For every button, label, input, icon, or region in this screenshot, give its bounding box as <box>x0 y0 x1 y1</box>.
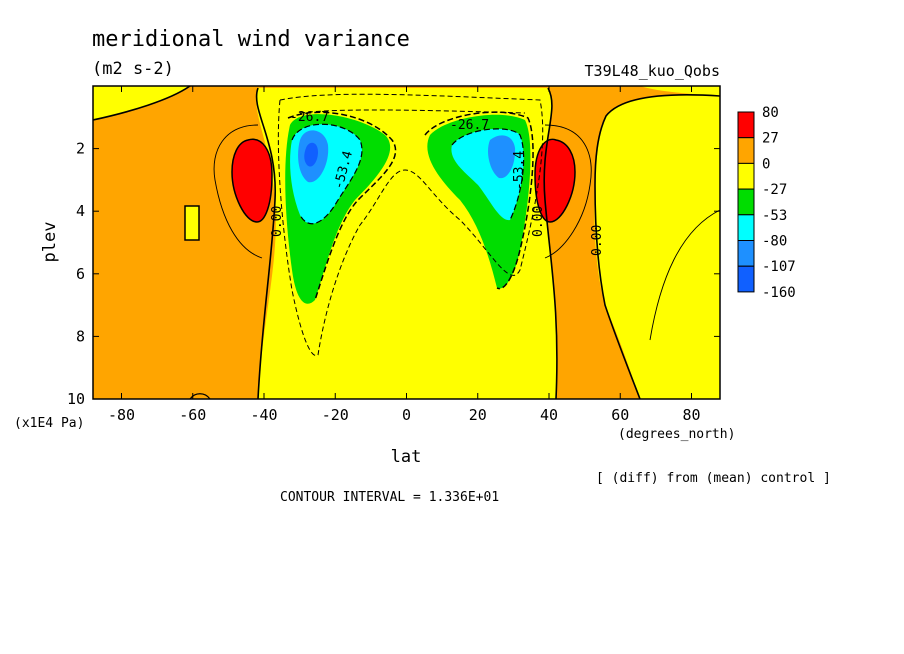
contour-dashed-outer <box>277 93 544 356</box>
run-label: T39L48_kuo_Qobs <box>585 62 720 80</box>
x-tick-label: -80 <box>108 406 135 424</box>
contour-label: 0.00 <box>531 206 546 237</box>
darkblue-left-core <box>304 142 318 167</box>
y-axis-units: (x1E4 Pa) <box>14 416 84 431</box>
x-tick-label: 80 <box>682 406 700 424</box>
contour-thin-far-right <box>649 209 720 341</box>
yellow-small-patch <box>184 205 200 241</box>
x-tick-label: -20 <box>322 406 349 424</box>
y-tick-label: 2 <box>76 140 85 158</box>
contour-label: 0.00 <box>270 206 285 237</box>
legend-swatch <box>737 214 755 242</box>
y-tick-label: 8 <box>76 327 85 345</box>
x-tick-label: 0 <box>402 406 411 424</box>
red-left-max <box>231 138 273 223</box>
legend-label: -160 <box>762 285 796 301</box>
blue-right-core <box>488 135 516 179</box>
contour-bottom-left <box>189 393 211 399</box>
x-tick-label: 40 <box>540 406 558 424</box>
legend-swatch <box>737 162 755 190</box>
yellow-top-left-patch <box>93 86 190 120</box>
legend-label: -27 <box>762 182 787 198</box>
x-tick-label: 20 <box>469 406 487 424</box>
x-axis-units: (degrees_north) <box>618 427 735 442</box>
plot-area <box>93 86 720 399</box>
contour-zero-right <box>543 87 558 399</box>
contour-zero-left <box>255 87 276 399</box>
y-axis: 2 4 6 8 10 <box>67 140 720 408</box>
contour-minus-53-right <box>451 128 525 221</box>
legend-swatch <box>737 265 755 293</box>
contour-minus-26-left <box>287 111 397 301</box>
legend-swatch <box>737 137 755 164</box>
contour-zero-far-right <box>594 94 720 399</box>
legend-label: -53 <box>762 208 787 224</box>
chart-title: meridional wind variance <box>92 27 410 52</box>
legend-swatch <box>737 240 755 267</box>
legend-label: 80 <box>762 105 779 121</box>
contour-minus-26-right <box>424 111 534 290</box>
contour-interval: CONTOUR INTERVAL = 1.336E+01 <box>280 490 499 505</box>
contour-label: -26.7 <box>290 110 329 125</box>
x-axis-title: lat <box>391 447 422 467</box>
chart-units: (m2 s-2) <box>92 59 174 79</box>
legend-swatch <box>737 111 755 139</box>
y-tick-label: 4 <box>76 202 85 220</box>
x-tick-label: -60 <box>179 406 206 424</box>
contour-thin-left <box>213 124 263 259</box>
yellow-top-right-strip <box>640 86 720 96</box>
x-axis: -80 -60 -40 -20 0 20 40 60 80 <box>108 86 701 424</box>
legend-label: -107 <box>762 259 796 275</box>
x-tick-label: 60 <box>611 406 629 424</box>
contour-label: -26.7 <box>450 118 489 133</box>
contour-thin-right <box>544 124 592 259</box>
y-tick-label: 10 <box>67 390 85 408</box>
contour-label: 0.00 <box>590 225 605 256</box>
legend: 80 27 0 -27 -53 -80 -107 -160 <box>737 105 796 301</box>
y-tick-label: 6 <box>76 265 85 283</box>
legend-label: 0 <box>762 156 770 172</box>
yellow-right-region <box>594 94 720 399</box>
diff-note: [ (diff) from (mean) control ] <box>596 471 831 486</box>
contour-zero-top-left <box>93 86 191 121</box>
x-tick-label: -40 <box>250 406 277 424</box>
legend-swatch <box>737 188 755 216</box>
contour-minus-53-left <box>291 123 363 225</box>
y-axis-title: plev <box>40 222 60 263</box>
legend-label: 27 <box>762 131 779 147</box>
legend-label: -80 <box>762 234 787 250</box>
contour-label: -53.4 <box>512 151 527 190</box>
